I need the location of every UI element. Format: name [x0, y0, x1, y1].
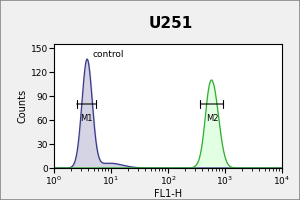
Text: control: control — [93, 50, 124, 59]
Text: M1: M1 — [80, 114, 92, 123]
Text: U251: U251 — [149, 16, 193, 31]
X-axis label: FL1-H: FL1-H — [154, 189, 182, 199]
Text: M2: M2 — [206, 114, 218, 123]
Y-axis label: Counts: Counts — [18, 89, 28, 123]
